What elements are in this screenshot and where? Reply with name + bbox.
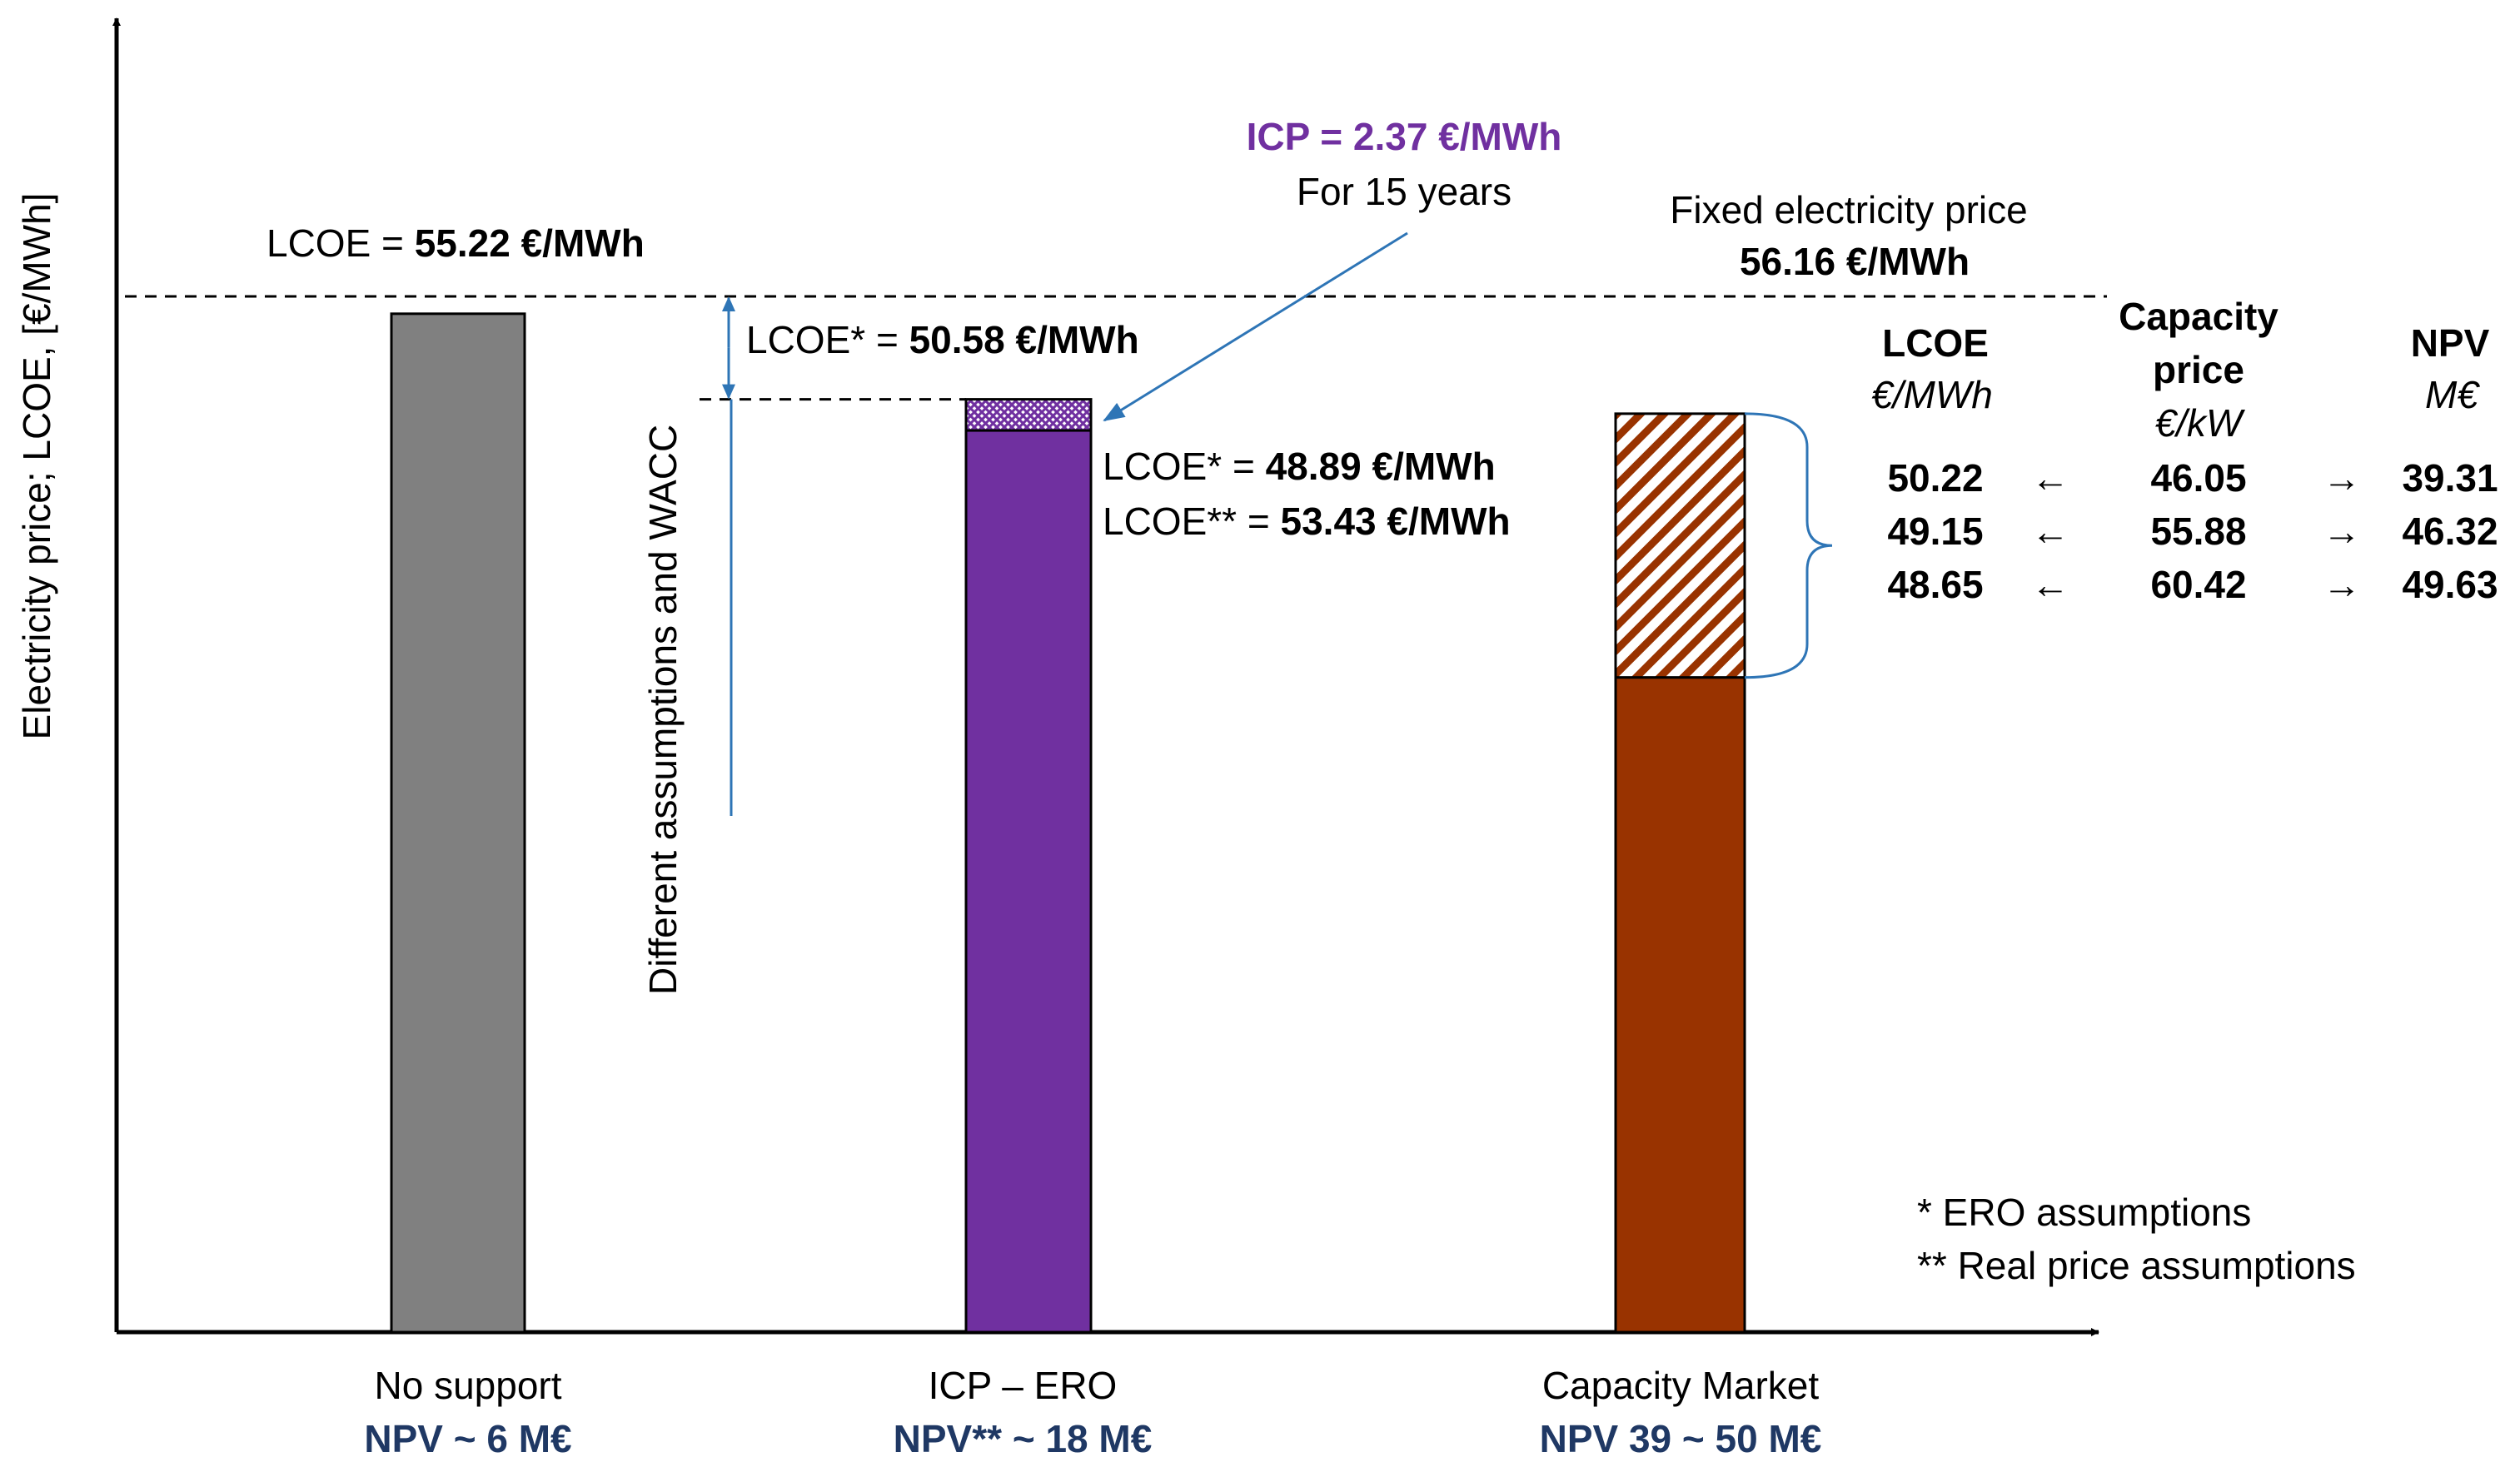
table-row-1-lcoe: 50.22 [1887,456,1983,500]
bar-icp-ero-base [964,429,1093,1334]
table-row-3-arrow-left: ← [2031,563,2069,606]
fixed-price-value: 56.16 €/MWh [1740,240,1970,283]
bar-capacity-market-hatch [1614,412,1746,679]
lcoe-no-support-prefix: LCOE = [266,221,415,265]
y-axis-label: Electricity price; LCOE, [€/MWh] [15,193,58,740]
bar-capacity-market-base [1614,676,1746,1334]
table-row-2-capacity-price: 55.88 [2150,510,2246,553]
category-npv-capacity-market: NPV 39 ~ 50 M€ [1540,1417,1822,1460]
wacc-note: Different assumptions and WACC [641,425,685,995]
category-label-icp-ero: ICP – ERO [929,1364,1118,1407]
table-header-lcoe-unit: €/MWh [1871,373,1993,416]
icp-lcoe-star-value: 48.89 €/MWh [1266,445,1496,488]
category-npv-icp-ero: NPV** ~ 18 M€ [894,1417,1153,1460]
table-row-3-arrow-right: → [2323,563,2361,606]
table-row-2-arrow-right: → [2323,510,2361,553]
category-label-no-support: No support [374,1364,561,1407]
icp-arrow [1103,231,1408,422]
category-npv-no-support: NPV ~ 6 M€ [364,1417,571,1460]
table-row-2-npv: 46.32 [2402,510,2498,553]
table-row-1-capacity-price: 46.05 [2150,456,2246,500]
lcoe-no-support-value: 55.22 €/MWh [415,221,645,265]
table-header-capacity-unit: €/kW [2155,401,2246,445]
category-label-capacity-market: Capacity Market [1542,1364,1820,1407]
footnote-real-price: ** Real price assumptions [1917,1244,2356,1287]
lcoe-no-support-label: LCOE = 55.22 €/MWh [266,221,645,265]
table-header-npv-unit: M€ [2425,373,2480,416]
icp-subtitle: For 15 years [1297,170,1512,213]
table-header-capacity: Capacity [2119,295,2278,338]
lcoe-star-prefix: LCOE* = [746,318,909,361]
table-row-3-capacity-price: 60.42 [2150,563,2246,606]
bar-icp-ero-hatch [964,398,1093,432]
table-row-1-arrow-right: → [2323,456,2361,500]
icp-lcoe-double-star-label: LCOE** = 53.43 €/MWh [1103,500,1511,543]
bar-no-support [390,312,526,1334]
icp-lcoe-double-star-prefix: LCOE** = [1103,500,1281,543]
capacity-table: LCOE €/MWh Capacity price €/kW NPV M€ 50… [1871,295,2498,606]
icp-lcoe-double-star-value: 53.43 €/MWh [1281,500,1511,543]
table-header-npv: NPV [2411,321,2490,365]
lcoe-star-value: 50.58 €/MWh [909,318,1139,361]
table-row-1-npv: 39.31 [2402,456,2498,500]
table-row-1-arrow-left: ← [2031,456,2069,500]
icp-lcoe-star-prefix: LCOE* = [1103,445,1266,488]
fixed-price-title: Fixed electricity price [1670,188,2027,231]
table-row-2-lcoe: 49.15 [1887,510,1983,553]
table-row-3-npv: 49.63 [2402,563,2498,606]
footnote-ero: * ERO assumptions [1917,1191,2251,1234]
lcoe-star-label: LCOE* = 50.58 €/MWh [746,318,1139,361]
icp-title: ICP = 2.37 €/MWh [1247,115,1562,158]
table-header-price: price [2153,348,2244,391]
icp-lcoe-star-label: LCOE* = 48.89 €/MWh [1103,445,1496,488]
table-row-2-arrow-left: ← [2031,510,2069,553]
table-header-lcoe: LCOE [1882,321,1989,365]
capacity-range-brace [1744,412,1833,679]
table-row-3-lcoe: 48.65 [1887,563,1983,606]
